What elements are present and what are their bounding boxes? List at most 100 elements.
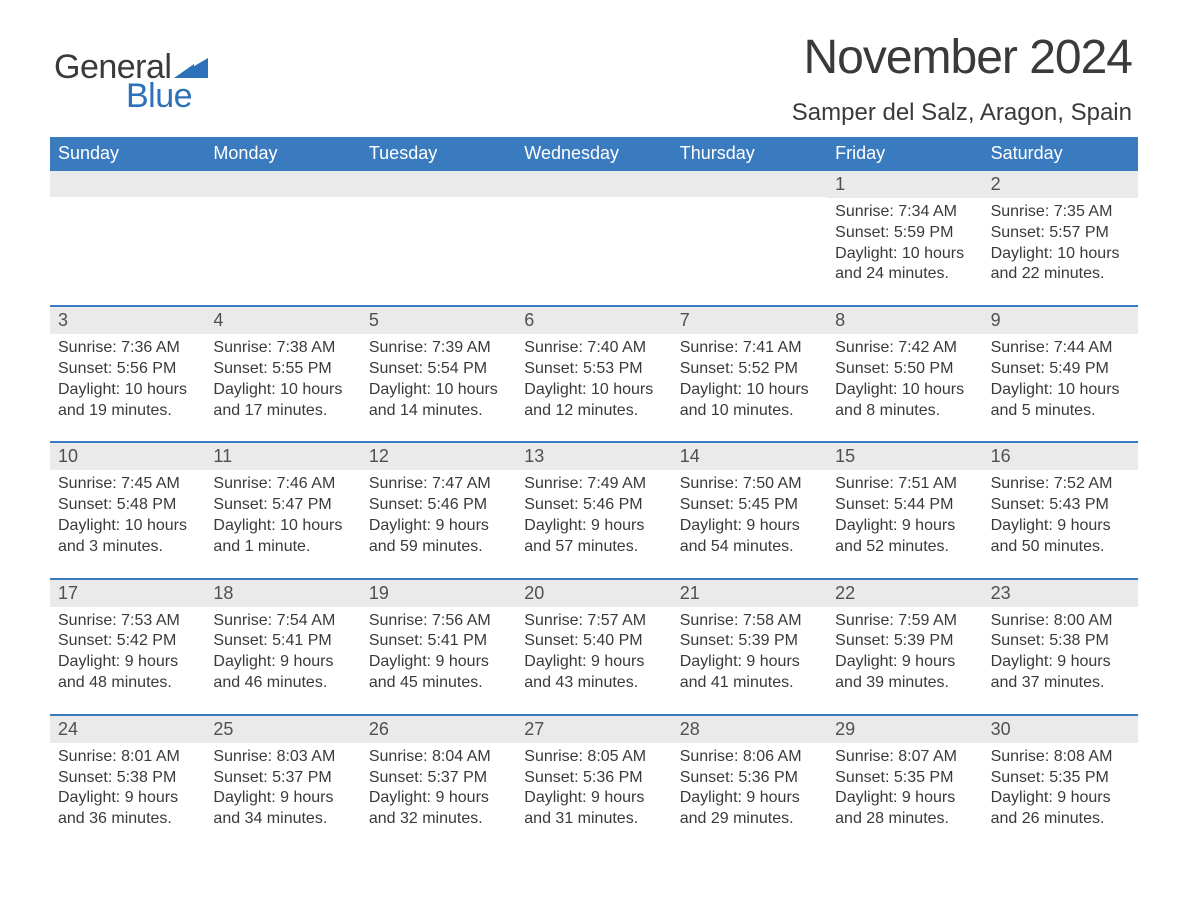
- day-dl1: Daylight: 9 hours: [835, 788, 974, 809]
- day-dl2: and 28 minutes.: [835, 809, 974, 830]
- day-sunrise: Sunrise: 7:46 AM: [213, 474, 352, 495]
- title-block: November 2024 Samper del Salz, Aragon, S…: [792, 30, 1132, 127]
- day-cell: 10Sunrise: 7:45 AMSunset: 5:48 PMDayligh…: [50, 443, 205, 559]
- day-dl2: and 34 minutes.: [213, 809, 352, 830]
- week-row: 17Sunrise: 7:53 AMSunset: 5:42 PMDayligh…: [50, 578, 1138, 696]
- day-dl1: Daylight: 9 hours: [58, 788, 197, 809]
- day-sunset: Sunset: 5:47 PM: [213, 495, 352, 516]
- day-dl1: Daylight: 9 hours: [213, 652, 352, 673]
- day-details: Sunrise: 7:51 AMSunset: 5:44 PMDaylight:…: [827, 470, 982, 559]
- weekday-thursday: Thursday: [672, 137, 827, 171]
- day-number: 8: [827, 307, 982, 334]
- day-dl2: and 26 minutes.: [991, 809, 1130, 830]
- day-cell: 2Sunrise: 7:35 AMSunset: 5:57 PMDaylight…: [983, 171, 1138, 287]
- day-number: 10: [50, 443, 205, 470]
- day-cell: 17Sunrise: 7:53 AMSunset: 5:42 PMDayligh…: [50, 580, 205, 696]
- day-cell: 1Sunrise: 7:34 AMSunset: 5:59 PMDaylight…: [827, 171, 982, 287]
- day-cell: 7Sunrise: 7:41 AMSunset: 5:52 PMDaylight…: [672, 307, 827, 423]
- day-sunset: Sunset: 5:39 PM: [835, 631, 974, 652]
- day-sunrise: Sunrise: 7:36 AM: [58, 338, 197, 359]
- day-details: Sunrise: 7:58 AMSunset: 5:39 PMDaylight:…: [672, 607, 827, 696]
- day-sunset: Sunset: 5:37 PM: [213, 768, 352, 789]
- day-sunrise: Sunrise: 7:58 AM: [680, 611, 819, 632]
- day-sunset: Sunset: 5:49 PM: [991, 359, 1130, 380]
- day-dl2: and 1 minute.: [213, 537, 352, 558]
- day-number: 16: [983, 443, 1138, 470]
- day-sunrise: Sunrise: 7:52 AM: [991, 474, 1130, 495]
- day-details: Sunrise: 7:59 AMSunset: 5:39 PMDaylight:…: [827, 607, 982, 696]
- day-details: Sunrise: 7:57 AMSunset: 5:40 PMDaylight:…: [516, 607, 671, 696]
- day-number: 29: [827, 716, 982, 743]
- calendar: Sunday Monday Tuesday Wednesday Thursday…: [50, 137, 1138, 832]
- day-cell: [361, 171, 516, 287]
- day-sunset: Sunset: 5:50 PM: [835, 359, 974, 380]
- day-dl2: and 39 minutes.: [835, 673, 974, 694]
- day-number: 27: [516, 716, 671, 743]
- day-sunrise: Sunrise: 7:45 AM: [58, 474, 197, 495]
- day-number: 28: [672, 716, 827, 743]
- day-dl1: Daylight: 9 hours: [524, 652, 663, 673]
- empty-day-bar: [361, 171, 516, 197]
- day-sunrise: Sunrise: 7:50 AM: [680, 474, 819, 495]
- day-cell: 14Sunrise: 7:50 AMSunset: 5:45 PMDayligh…: [672, 443, 827, 559]
- day-dl2: and 5 minutes.: [991, 401, 1130, 422]
- day-dl2: and 52 minutes.: [835, 537, 974, 558]
- day-sunset: Sunset: 5:40 PM: [524, 631, 663, 652]
- day-details: Sunrise: 7:47 AMSunset: 5:46 PMDaylight:…: [361, 470, 516, 559]
- day-sunrise: Sunrise: 7:57 AM: [524, 611, 663, 632]
- day-cell: 27Sunrise: 8:05 AMSunset: 5:36 PMDayligh…: [516, 716, 671, 832]
- day-sunrise: Sunrise: 8:01 AM: [58, 747, 197, 768]
- day-details: Sunrise: 7:54 AMSunset: 5:41 PMDaylight:…: [205, 607, 360, 696]
- day-number: 26: [361, 716, 516, 743]
- day-cell: 22Sunrise: 7:59 AMSunset: 5:39 PMDayligh…: [827, 580, 982, 696]
- day-number: 19: [361, 580, 516, 607]
- day-dl1: Daylight: 9 hours: [213, 788, 352, 809]
- day-details: Sunrise: 7:53 AMSunset: 5:42 PMDaylight:…: [50, 607, 205, 696]
- day-details: Sunrise: 7:34 AMSunset: 5:59 PMDaylight:…: [827, 198, 982, 287]
- day-sunrise: Sunrise: 7:59 AM: [835, 611, 974, 632]
- day-cell: 21Sunrise: 7:58 AMSunset: 5:39 PMDayligh…: [672, 580, 827, 696]
- day-dl2: and 48 minutes.: [58, 673, 197, 694]
- day-cell: 18Sunrise: 7:54 AMSunset: 5:41 PMDayligh…: [205, 580, 360, 696]
- day-details: Sunrise: 7:40 AMSunset: 5:53 PMDaylight:…: [516, 334, 671, 423]
- day-dl2: and 43 minutes.: [524, 673, 663, 694]
- day-number: 25: [205, 716, 360, 743]
- header: General Blue November 2024 Samper del Sa…: [50, 30, 1138, 127]
- day-dl1: Daylight: 10 hours: [835, 244, 974, 265]
- day-cell: 5Sunrise: 7:39 AMSunset: 5:54 PMDaylight…: [361, 307, 516, 423]
- logo: General Blue: [54, 48, 208, 116]
- logo-word-blue: Blue: [126, 77, 192, 116]
- day-dl2: and 57 minutes.: [524, 537, 663, 558]
- weekday-saturday: Saturday: [983, 137, 1138, 171]
- day-number: 18: [205, 580, 360, 607]
- week-row: 24Sunrise: 8:01 AMSunset: 5:38 PMDayligh…: [50, 714, 1138, 832]
- day-sunrise: Sunrise: 7:39 AM: [369, 338, 508, 359]
- day-details: Sunrise: 8:07 AMSunset: 5:35 PMDaylight:…: [827, 743, 982, 832]
- day-sunset: Sunset: 5:36 PM: [680, 768, 819, 789]
- day-sunset: Sunset: 5:57 PM: [991, 223, 1130, 244]
- day-dl1: Daylight: 10 hours: [58, 380, 197, 401]
- day-dl2: and 31 minutes.: [524, 809, 663, 830]
- day-details: Sunrise: 7:35 AMSunset: 5:57 PMDaylight:…: [983, 198, 1138, 287]
- day-sunset: Sunset: 5:36 PM: [524, 768, 663, 789]
- day-details: Sunrise: 7:41 AMSunset: 5:52 PMDaylight:…: [672, 334, 827, 423]
- day-sunrise: Sunrise: 8:07 AM: [835, 747, 974, 768]
- day-details: Sunrise: 8:01 AMSunset: 5:38 PMDaylight:…: [50, 743, 205, 832]
- day-sunrise: Sunrise: 7:54 AM: [213, 611, 352, 632]
- day-dl2: and 54 minutes.: [680, 537, 819, 558]
- day-details: Sunrise: 8:00 AMSunset: 5:38 PMDaylight:…: [983, 607, 1138, 696]
- day-cell: 12Sunrise: 7:47 AMSunset: 5:46 PMDayligh…: [361, 443, 516, 559]
- day-sunrise: Sunrise: 7:34 AM: [835, 202, 974, 223]
- day-dl2: and 3 minutes.: [58, 537, 197, 558]
- day-cell: 25Sunrise: 8:03 AMSunset: 5:37 PMDayligh…: [205, 716, 360, 832]
- day-cell: 23Sunrise: 8:00 AMSunset: 5:38 PMDayligh…: [983, 580, 1138, 696]
- day-sunset: Sunset: 5:42 PM: [58, 631, 197, 652]
- day-dl2: and 29 minutes.: [680, 809, 819, 830]
- day-number: 24: [50, 716, 205, 743]
- day-sunset: Sunset: 5:35 PM: [835, 768, 974, 789]
- day-details: Sunrise: 7:50 AMSunset: 5:45 PMDaylight:…: [672, 470, 827, 559]
- day-details: Sunrise: 7:56 AMSunset: 5:41 PMDaylight:…: [361, 607, 516, 696]
- day-dl2: and 24 minutes.: [835, 264, 974, 285]
- day-sunrise: Sunrise: 8:05 AM: [524, 747, 663, 768]
- day-number: 20: [516, 580, 671, 607]
